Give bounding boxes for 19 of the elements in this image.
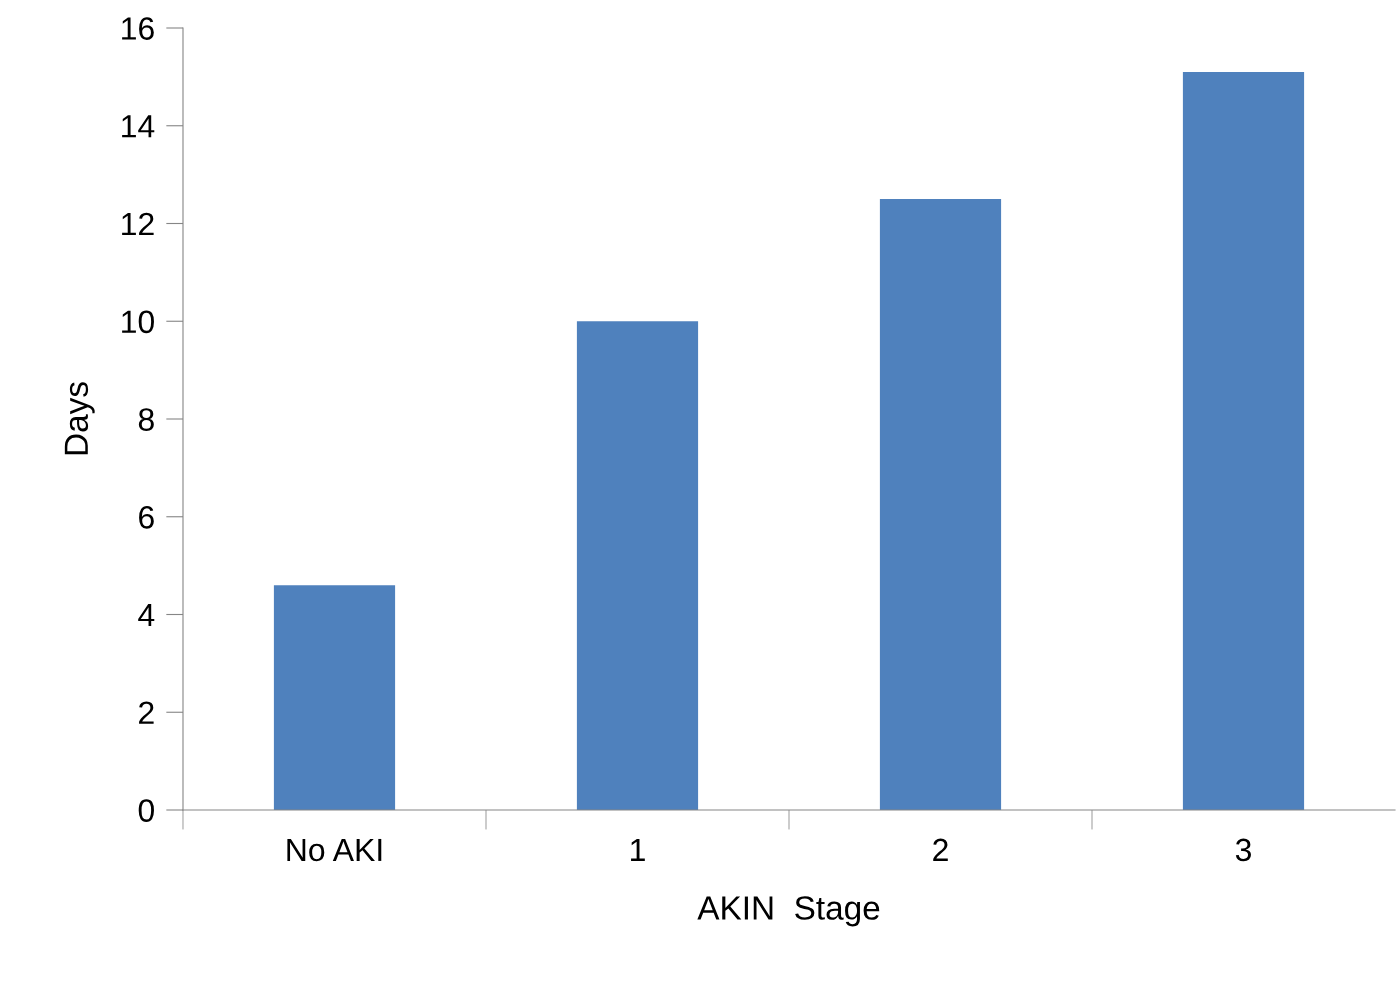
x-tick-label: 3 — [1235, 838, 1251, 862]
bar — [273, 585, 396, 810]
x-tick-label: 1 — [631, 838, 645, 861]
bar — [576, 321, 699, 810]
x-tick-label: 2 — [933, 838, 948, 861]
bar — [879, 199, 1002, 810]
y-tick-label: 12 — [122, 212, 154, 236]
bar — [1182, 71, 1305, 810]
x-axis-title: AKIN Stage — [697, 896, 880, 927]
y-tick-label: 6 — [139, 506, 154, 529]
y-tick-label: 16 — [122, 17, 154, 40]
y-tick-label: 10 — [122, 310, 154, 334]
y-tick-label: 14 — [122, 115, 155, 138]
y-tick-label: 0 — [138, 799, 154, 822]
y-tick-label: 2 — [139, 701, 154, 724]
x-tick-label: No AKI — [287, 838, 382, 862]
y-tick-label: 4 — [138, 604, 155, 627]
y-axis-title: Days — [64, 382, 95, 455]
y-tick-label: 8 — [138, 408, 154, 431]
